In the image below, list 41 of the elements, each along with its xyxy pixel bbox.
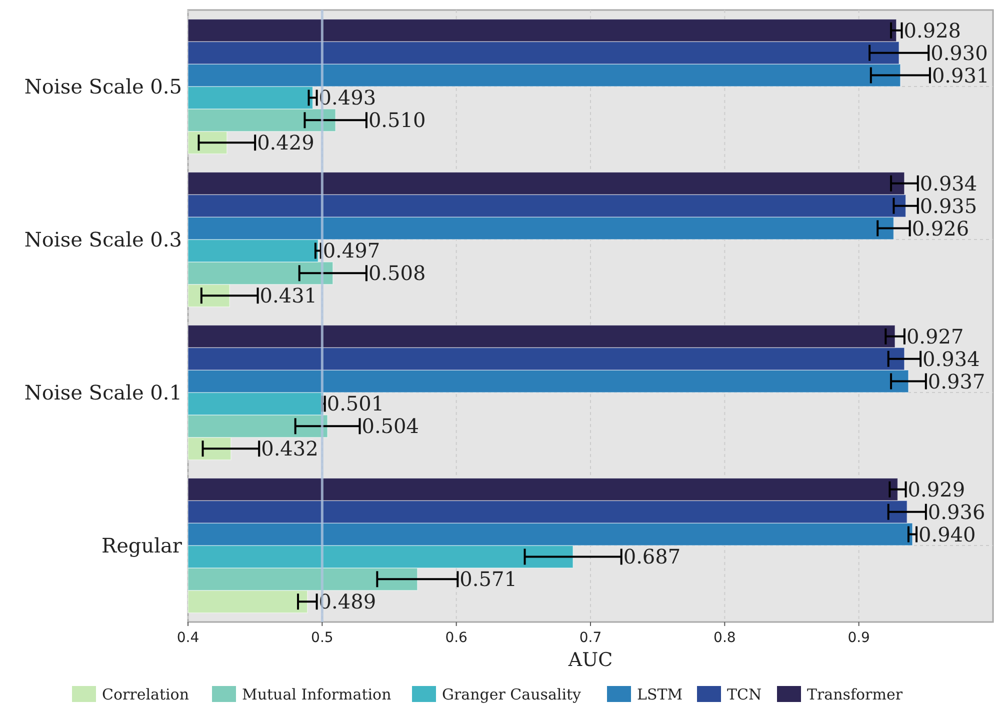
- data-label: 0.508: [368, 261, 426, 286]
- data-label: 0.501: [326, 392, 384, 416]
- data-label: 0.687: [623, 544, 681, 569]
- data-label: 0.497: [322, 238, 380, 263]
- x-tick-label: 0.7: [579, 630, 602, 646]
- x-tick-label: 0.8: [714, 630, 736, 646]
- data-label: 0.926: [912, 216, 970, 240]
- legend-label: Mutual Information: [242, 685, 392, 704]
- data-label: 0.937: [928, 369, 986, 394]
- data-label: 0.504: [362, 414, 419, 438]
- data-label: 0.931: [932, 63, 990, 88]
- x-axis-title: AUC: [567, 649, 613, 671]
- data-label: 0.930: [930, 40, 988, 65]
- data-label: 0.510: [368, 108, 426, 132]
- data-label: 0.432: [261, 436, 318, 461]
- y-tick-label: Noise Scale 0.3: [24, 228, 182, 252]
- data-label: 0.431: [260, 284, 318, 308]
- x-tick-label: 0.5: [311, 630, 334, 646]
- data-label: 0.928: [904, 18, 962, 42]
- data-label: 0.493: [318, 86, 376, 110]
- legend-label: LSTM: [637, 685, 683, 704]
- data-label: 0.935: [920, 194, 978, 218]
- x-tick-label: 0.9: [848, 630, 870, 646]
- data-label: 0.936: [928, 500, 986, 524]
- y-tick-label: Regular: [102, 534, 182, 558]
- data-label: 0.429: [257, 130, 314, 155]
- x-tick-label: 0.6: [445, 630, 468, 646]
- y-tick-label: Noise Scale 0.5: [24, 74, 182, 98]
- data-label: 0.934: [922, 346, 980, 371]
- data-label: 0.927: [906, 324, 964, 348]
- legend-label: Transformer: [807, 685, 904, 704]
- data-label: 0.929: [908, 477, 966, 502]
- data-label: 0.934: [920, 171, 978, 196]
- data-label: 0.571: [460, 567, 517, 592]
- legend-label: TCN: [727, 685, 762, 704]
- x-tick-label: 0.4: [176, 630, 200, 646]
- legend-label: Granger Causality: [442, 685, 582, 704]
- legend-label: Correlation: [102, 685, 190, 704]
- data-label: 0.940: [918, 522, 976, 546]
- y-tick-label: Noise Scale 0.1: [24, 380, 182, 404]
- data-label: 0.489: [318, 590, 376, 614]
